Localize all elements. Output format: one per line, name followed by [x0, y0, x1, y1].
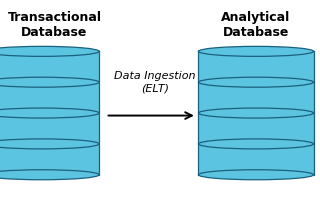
- Text: Transactional
Database: Transactional Database: [7, 10, 101, 39]
- Polygon shape: [198, 51, 314, 175]
- Ellipse shape: [198, 108, 314, 118]
- Ellipse shape: [0, 170, 99, 180]
- Ellipse shape: [198, 139, 314, 149]
- Text: Data Ingestion
(ELT): Data Ingestion (ELT): [115, 71, 196, 93]
- Ellipse shape: [198, 170, 314, 180]
- Ellipse shape: [0, 139, 99, 149]
- Ellipse shape: [198, 46, 314, 56]
- Ellipse shape: [0, 77, 99, 87]
- Polygon shape: [0, 51, 99, 175]
- Ellipse shape: [0, 108, 99, 118]
- Ellipse shape: [0, 46, 99, 56]
- Ellipse shape: [198, 77, 314, 87]
- Text: Analytical
Database: Analytical Database: [221, 10, 291, 39]
